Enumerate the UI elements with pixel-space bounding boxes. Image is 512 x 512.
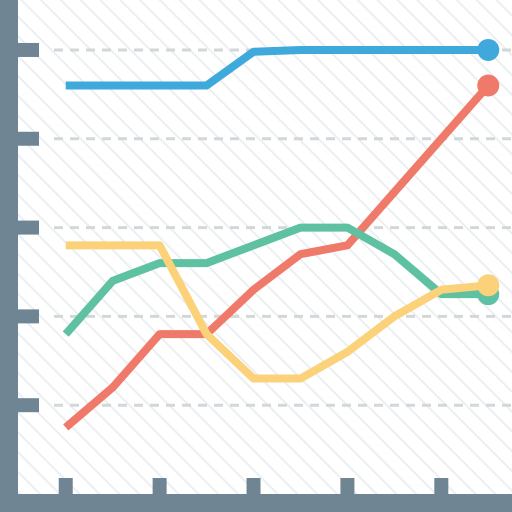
y-tick-3 bbox=[18, 220, 39, 235]
series-line-1 bbox=[65, 45, 489, 90]
x-tick-2 bbox=[152, 478, 167, 494]
y-tick-2 bbox=[18, 309, 39, 324]
x-tick-3 bbox=[246, 478, 261, 494]
y-tick-4 bbox=[18, 131, 39, 146]
y-axis bbox=[0, 0, 18, 512]
series-end-marker-2 bbox=[477, 74, 500, 97]
x-tick-5 bbox=[434, 478, 449, 494]
series-end-marker-4 bbox=[477, 274, 500, 297]
series-line-3 bbox=[62, 223, 489, 337]
x-tick-1 bbox=[58, 478, 73, 494]
series-line-4 bbox=[65, 241, 489, 383]
series-end-marker-1 bbox=[477, 38, 500, 61]
series-group bbox=[62, 38, 500, 431]
y-tick-5 bbox=[18, 42, 39, 57]
series-line-2 bbox=[63, 82, 492, 431]
x-tick-4 bbox=[340, 478, 355, 494]
y-tick-1 bbox=[18, 398, 39, 413]
x-axis bbox=[0, 494, 512, 512]
